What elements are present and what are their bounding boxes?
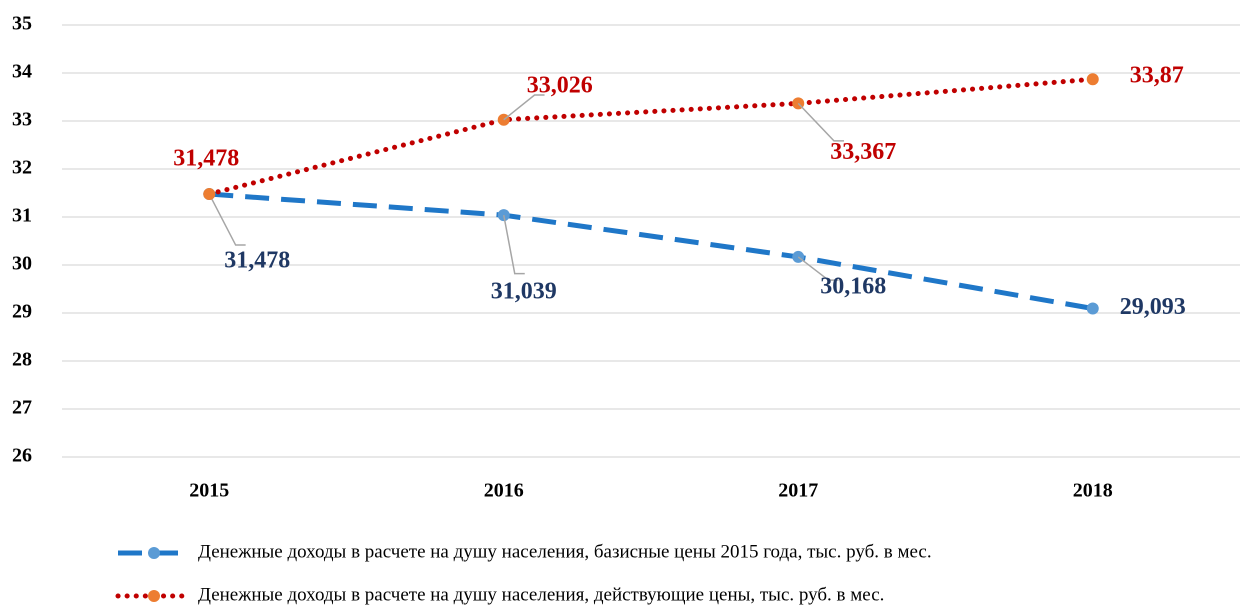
legend-marker [148, 590, 160, 602]
legend-label: Денежные доходы в расчете на душу населе… [198, 541, 932, 562]
marker [1086, 73, 1099, 86]
data-label: 29,093 [1120, 294, 1186, 320]
data-label: 31,478 [173, 146, 239, 172]
data-label: 33,367 [830, 139, 896, 165]
leader-line [208, 193, 246, 246]
y-tick-label: 26 [12, 445, 32, 467]
y-tick-label: 35 [12, 13, 32, 35]
data-label: 30,168 [820, 273, 886, 299]
y-tick-label: 28 [12, 349, 32, 371]
legend-label: Денежные доходы в расчете на душу населе… [198, 584, 884, 605]
y-tick-label: 32 [12, 157, 32, 179]
data-label: 33,026 [527, 72, 593, 98]
y-tick-label: 29 [12, 301, 32, 323]
leader-line [503, 94, 545, 121]
series-line [206, 76, 1096, 197]
marker [203, 188, 216, 201]
series-line [209, 191, 1094, 311]
y-tick-label: 34 [12, 61, 32, 83]
data-label: 31,478 [224, 248, 290, 274]
y-tick-label: 27 [12, 397, 32, 419]
leader-line [797, 256, 839, 281]
data-label: 33,87 [1130, 63, 1184, 89]
x-tick-label: 2017 [778, 480, 818, 502]
legend-marker [148, 547, 160, 559]
data-label: 31,039 [491, 279, 557, 305]
marker [1086, 302, 1099, 315]
y-tick-label: 30 [12, 253, 32, 275]
x-tick-label: 2015 [189, 480, 229, 502]
y-tick-label: 31 [12, 205, 32, 227]
leader-line [797, 102, 844, 142]
leader-line [503, 214, 525, 275]
y-tick-label: 33 [12, 109, 32, 131]
x-tick-label: 2016 [484, 480, 524, 502]
x-tick-label: 2018 [1073, 480, 1113, 502]
